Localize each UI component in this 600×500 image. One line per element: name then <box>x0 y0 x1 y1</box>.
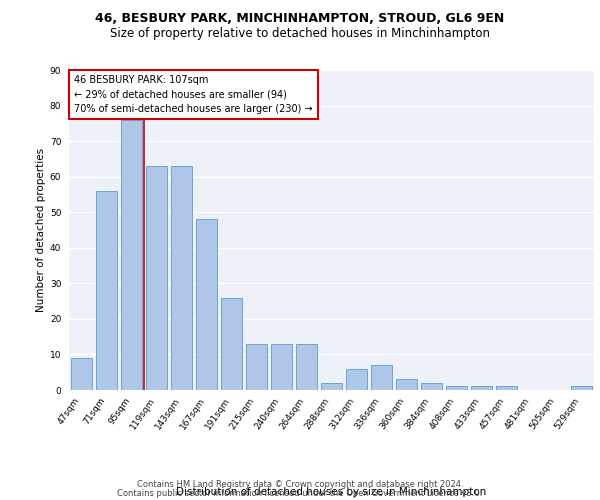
Bar <box>471 386 492 390</box>
X-axis label: Distribution of detached houses by size in Minchinhampton: Distribution of detached houses by size … <box>176 487 487 497</box>
Bar <box>396 380 417 390</box>
Bar <box>96 191 117 390</box>
Bar <box>346 368 367 390</box>
Text: Contains HM Land Registry data © Crown copyright and database right 2024.: Contains HM Land Registry data © Crown c… <box>137 480 463 489</box>
Text: Size of property relative to detached houses in Minchinhampton: Size of property relative to detached ho… <box>110 28 490 40</box>
Bar <box>571 386 592 390</box>
Bar <box>246 344 267 390</box>
Bar <box>421 383 442 390</box>
Bar <box>496 386 517 390</box>
Bar <box>71 358 92 390</box>
Text: 46, BESBURY PARK, MINCHINHAMPTON, STROUD, GL6 9EN: 46, BESBURY PARK, MINCHINHAMPTON, STROUD… <box>95 12 505 26</box>
Bar <box>271 344 292 390</box>
Bar <box>171 166 192 390</box>
Y-axis label: Number of detached properties: Number of detached properties <box>35 148 46 312</box>
Bar <box>146 166 167 390</box>
Text: 46 BESBURY PARK: 107sqm
← 29% of detached houses are smaller (94)
70% of semi-de: 46 BESBURY PARK: 107sqm ← 29% of detache… <box>74 75 313 114</box>
Bar <box>446 386 467 390</box>
Bar <box>221 298 242 390</box>
Bar <box>371 365 392 390</box>
Bar <box>321 383 342 390</box>
Text: Contains public sector information licensed under the Open Government Licence v3: Contains public sector information licen… <box>118 489 482 498</box>
Bar <box>121 120 142 390</box>
Bar <box>196 220 217 390</box>
Bar <box>296 344 317 390</box>
